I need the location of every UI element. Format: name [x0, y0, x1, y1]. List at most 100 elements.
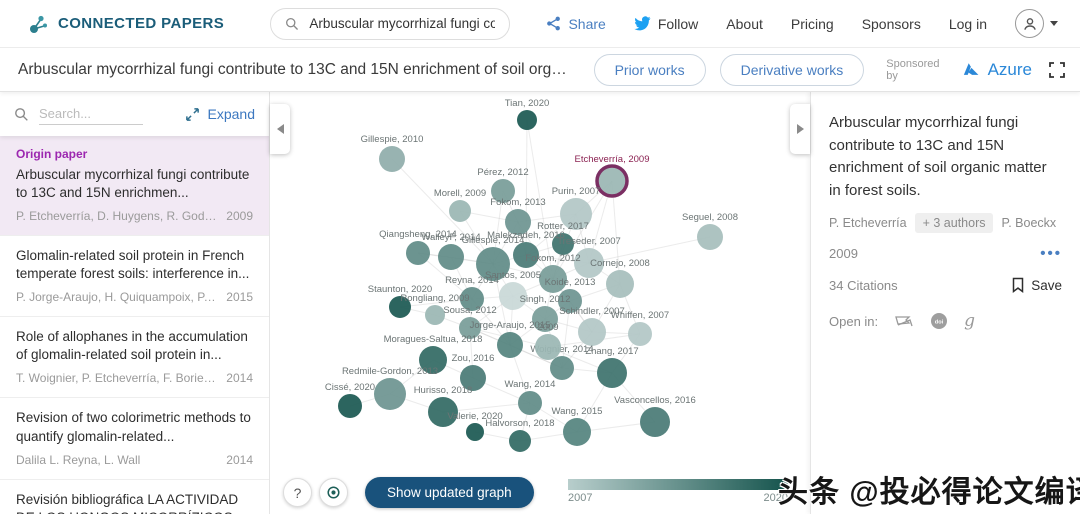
graph-node[interactable] — [550, 356, 574, 380]
graph-node[interactable] — [552, 233, 574, 255]
graph-node[interactable] — [438, 244, 464, 270]
google-scholar-button[interactable]: g — [964, 311, 976, 331]
collapse-right-sidebar-button[interactable] — [790, 104, 810, 154]
citations-count: 34 Citations — [829, 277, 898, 293]
graph-node[interactable] — [597, 358, 627, 388]
graph-node[interactable] — [574, 248, 604, 278]
expand-button[interactable]: Expand — [185, 106, 255, 122]
paper-list-item[interactable]: Glomalin-related soil protein in French … — [0, 236, 269, 318]
help-button[interactable]: ? — [283, 478, 312, 507]
graph-node[interactable] — [578, 318, 606, 346]
graph-node[interactable] — [374, 378, 406, 410]
doi-button[interactable]: doi — [930, 312, 948, 330]
top-nav: CONNECTED PAPERS Share Follow — [0, 0, 1080, 48]
share-button[interactable]: Share — [546, 16, 606, 32]
graph-node[interactable] — [491, 179, 515, 203]
avatar-menu[interactable] — [1015, 9, 1058, 38]
sponsor-area[interactable]: Sponsored by Azure — [886, 58, 1032, 82]
graph-node[interactable] — [532, 306, 558, 332]
page-title: Arbuscular mycorrhizal fungi contribute … — [18, 60, 572, 78]
detail-author-last[interactable]: P. Boeckx — [1001, 216, 1057, 230]
sponsored-by-label: Sponsored by — [886, 57, 940, 82]
nav-link-sponsors[interactable]: Sponsors — [861, 15, 921, 32]
nav-link-pricing[interactable]: Pricing — [790, 15, 834, 32]
year-timeline: 2007 2020 — [568, 479, 788, 504]
save-button[interactable]: Save — [1011, 277, 1062, 293]
graph-node[interactable] — [697, 224, 723, 250]
graph-node[interactable] — [518, 391, 542, 415]
nav-link-about[interactable]: About — [726, 15, 763, 32]
graph-node[interactable] — [509, 430, 531, 452]
graph-node[interactable] — [425, 305, 445, 325]
paper-list-item[interactable]: Role of allophanes in the accumulation o… — [0, 317, 269, 399]
graph-node-label: Hurisso, 2018 — [414, 385, 473, 396]
origin-paper-label: Origin paper — [16, 147, 88, 161]
graph-node-label: Redmile-Gordon, 2013 — [342, 366, 438, 377]
graph-node[interactable] — [406, 241, 430, 265]
paper-details-panel: Arbuscular mycorrhizal fungi contribute … — [810, 92, 1080, 514]
paper-item-year: 2015 — [226, 290, 253, 305]
graph-node[interactable] — [499, 282, 527, 310]
graph-node[interactable] — [476, 247, 510, 281]
paper-list-item[interactable]: Revision of two colorimetric methods to … — [0, 398, 269, 480]
graph-node[interactable] — [563, 418, 591, 446]
help-label: ? — [293, 484, 302, 501]
derivative-works-button[interactable]: Derivative works — [719, 53, 865, 86]
nav-search[interactable] — [270, 7, 511, 40]
graph-edge — [391, 158, 494, 265]
graph-node[interactable] — [606, 270, 634, 298]
azure-logo-icon — [964, 62, 979, 75]
nav-link-login[interactable]: Log in — [948, 15, 987, 32]
graph-node[interactable] — [460, 365, 486, 391]
open-in-row: Open in: doi g — [829, 311, 1062, 331]
graph-node[interactable] — [419, 346, 447, 374]
fullscreen-button[interactable] — [1048, 61, 1066, 79]
more-authors-chip[interactable]: + 3 authors — [914, 213, 994, 233]
paper-list-item[interactable]: Revisión bibliográfica LA ACTIVIDAD DE L… — [0, 479, 269, 514]
graph-node[interactable] — [560, 198, 592, 230]
graph-node-label: Zhang, 2017 — [585, 346, 638, 357]
graph-node[interactable] — [460, 287, 484, 311]
graph-node-label: WalleyF, 2014 — [421, 232, 480, 243]
prior-works-button[interactable]: Prior works — [593, 53, 706, 86]
graph-node-label: Halvorson, 2018 — [485, 418, 554, 429]
graph-node[interactable] — [513, 242, 539, 268]
paper-item-meta: P. Jorge-Araujo, H. Quiquampoix, P. T...… — [16, 290, 253, 304]
follow-button[interactable]: Follow — [634, 16, 698, 32]
graph-node[interactable] — [379, 146, 405, 172]
graph-node[interactable] — [628, 322, 652, 346]
graph-node[interactable] — [640, 407, 670, 437]
graph-node[interactable] — [459, 317, 481, 339]
graph-node[interactable] — [338, 394, 362, 418]
more-options-button[interactable]: ••• — [1040, 244, 1062, 262]
graph-node[interactable] — [535, 334, 561, 360]
graph-node[interactable] — [558, 289, 582, 313]
doi-icon: doi — [931, 313, 948, 329]
graph-node[interactable] — [497, 332, 523, 358]
bookmark-icon — [1012, 277, 1024, 293]
graph-node[interactable] — [449, 200, 471, 222]
graph-node[interactable] — [505, 209, 531, 235]
citation-graph[interactable]: Tian, 2020 Gillespie, 2010 Pérez, 2012 Etch… — [270, 92, 810, 514]
paper-item-authors: Dalila L. Reyna, L. Wall — [16, 452, 141, 467]
collapse-left-sidebar-button[interactable] — [270, 104, 290, 154]
paper-list: Origin paper Arbuscular mycorrhizal fung… — [0, 136, 269, 514]
detail-author-first[interactable]: P. Etcheverría — [829, 216, 907, 230]
show-updated-graph-button[interactable]: Show updated graph — [365, 477, 534, 508]
graph-node[interactable] — [595, 164, 629, 198]
nav-search-input[interactable] — [309, 16, 496, 31]
graph-node[interactable] — [428, 397, 458, 427]
brand-logo[interactable]: CONNECTED PAPERS — [28, 13, 224, 35]
paper-list-item[interactable]: Origin paper Arbuscular mycorrhizal fung… — [0, 136, 269, 237]
graph-node[interactable] — [539, 265, 567, 293]
graph-node[interactable] — [517, 110, 537, 130]
graph-node[interactable] — [389, 296, 411, 318]
graph-canvas[interactable]: Tian, 2020 Gillespie, 2010 Pérez, 2012 Etch… — [270, 92, 810, 514]
azure-wordmark: Azure — [987, 59, 1032, 79]
graph-node-label: Zou, 2016 — [452, 353, 495, 364]
graph-node[interactable] — [466, 423, 484, 441]
semantic-scholar-button[interactable] — [894, 313, 914, 330]
sidebar-search-input[interactable] — [39, 103, 143, 125]
expand-arrows-icon — [185, 107, 199, 121]
recenter-button[interactable] — [319, 478, 348, 507]
